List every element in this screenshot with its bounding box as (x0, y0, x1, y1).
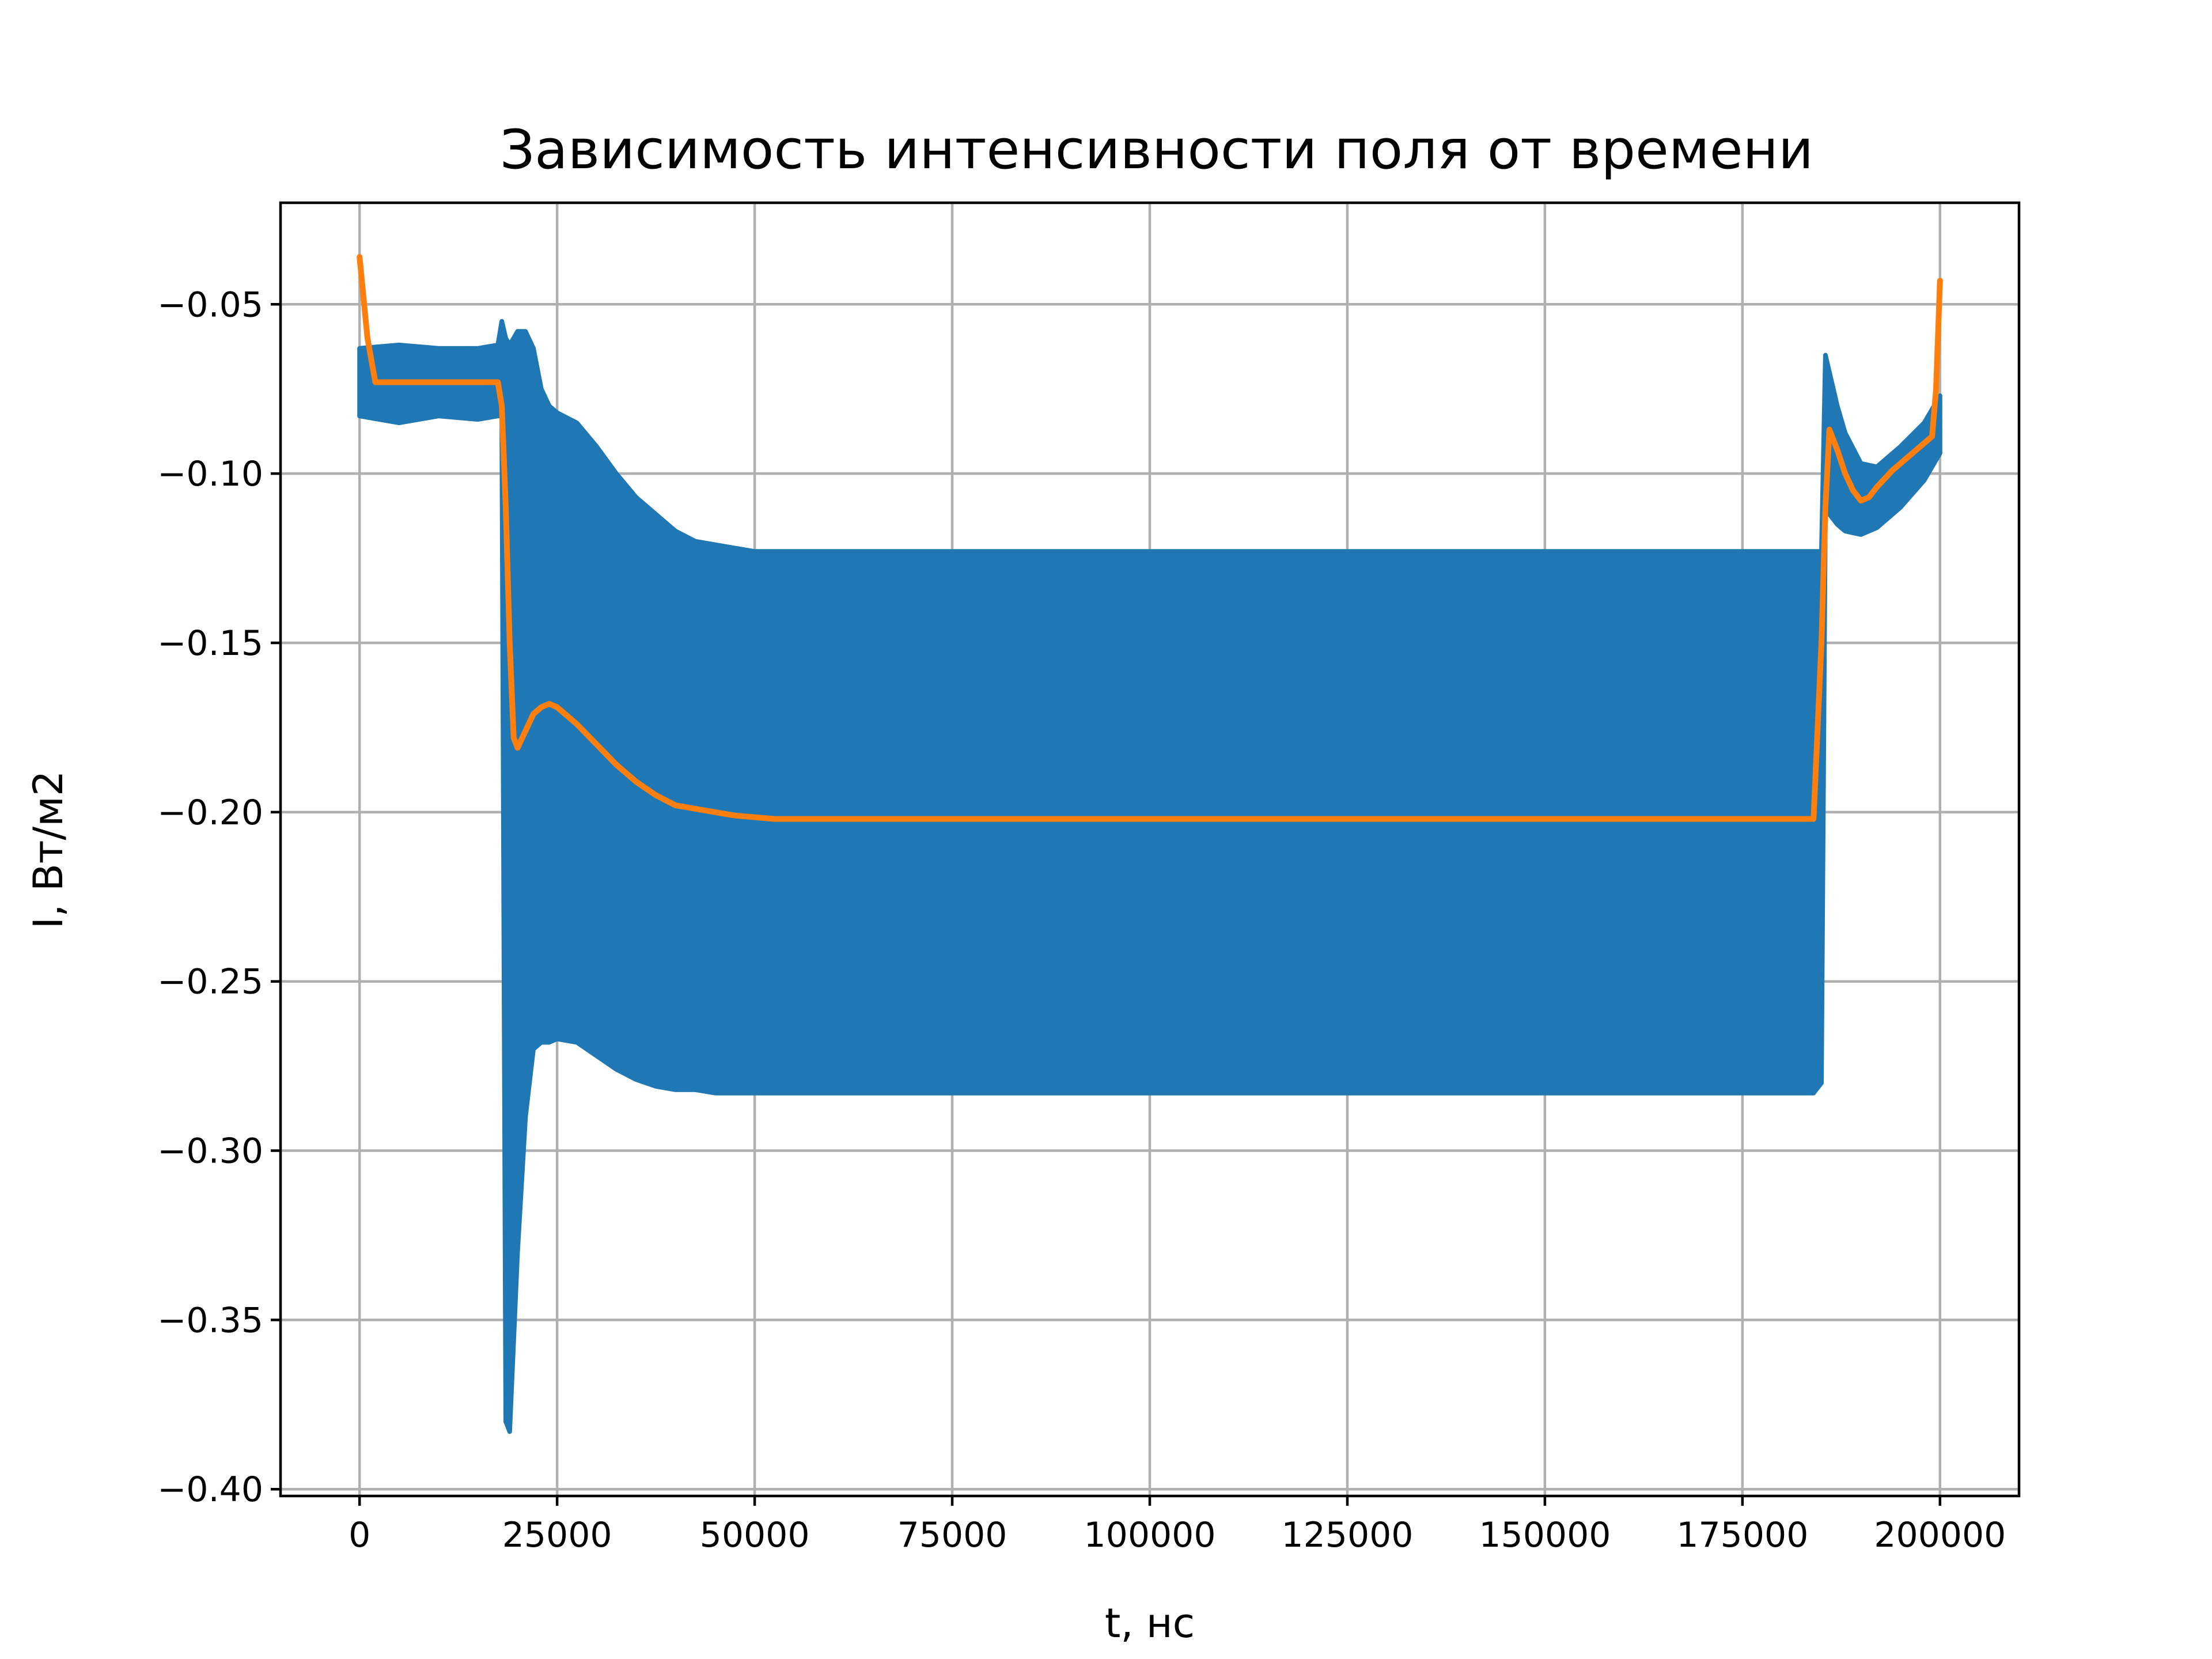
y-tick-label: −0.15 (157, 623, 263, 664)
x-axis-label: t, нс (1105, 1600, 1195, 1647)
y-axis-label: I, Вт/м2 (25, 771, 72, 929)
y-tick-label: −0.20 (157, 793, 263, 833)
x-tick-label: 50000 (700, 1515, 810, 1555)
series-2-line (357, 254, 1943, 822)
x-tick-label: 100000 (1084, 1515, 1215, 1555)
y-tick-label: −0.25 (157, 962, 263, 1002)
series-layer (357, 254, 1943, 1434)
x-tick-label: 75000 (897, 1515, 1007, 1555)
y-tick-label: −0.30 (157, 1131, 263, 1172)
ticks: 0 25000 50000 75000 100000 125000 150000 175000… (157, 285, 2006, 1555)
y-tick-label: −0.10 (157, 454, 263, 494)
x-tick-label: 150000 (1479, 1515, 1611, 1555)
y-tick-label: −0.40 (157, 1469, 263, 1510)
x-tick-label: 200000 (1874, 1515, 2006, 1555)
y-tick-label: −0.05 (157, 285, 263, 325)
x-tick-label: 25000 (502, 1515, 612, 1555)
x-tick-label: 175000 (1676, 1515, 1808, 1555)
chart-title: Зависимость интенсивности поля от времен… (500, 119, 1813, 181)
x-tick-label: 0 (349, 1515, 370, 1555)
y-tick-label: −0.35 (157, 1300, 263, 1340)
series-1-band (357, 319, 1942, 1434)
x-tick-label: 125000 (1281, 1515, 1413, 1555)
